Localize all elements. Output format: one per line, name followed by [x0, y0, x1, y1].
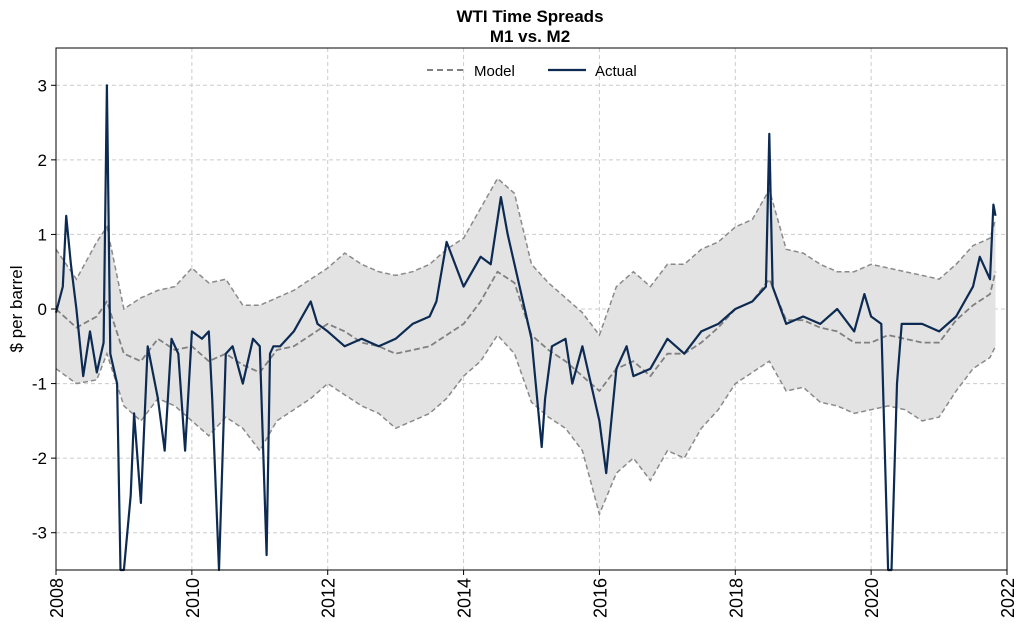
- x-tick-label: 2020: [862, 578, 882, 618]
- y-tick-label: 3: [38, 76, 47, 95]
- tick-layer: 2008 2010 2012 2014 2016 2018 2020 2022 -3 -2 -1 0 1…: [32, 76, 1018, 618]
- x-tick-label: 2012: [319, 578, 339, 618]
- series-layer: [54, 84, 997, 572]
- chart-subtitle: M1 vs. M2: [490, 27, 570, 46]
- y-tick-label: 1: [38, 225, 47, 244]
- x-tick-label: 2010: [183, 578, 203, 618]
- legend-label-actual: Actual: [595, 63, 637, 80]
- y-tick-label: 0: [38, 300, 47, 319]
- chart-title: WTI Time Spreads: [456, 7, 603, 26]
- x-tick-label: 2014: [455, 578, 475, 618]
- model-band-upper-line: [55, 177, 997, 337]
- legend: Model Actual: [427, 63, 637, 80]
- model-band-fill: [56, 178, 996, 515]
- x-tick-label: 2016: [590, 578, 610, 618]
- y-tick-label: -3: [32, 524, 47, 543]
- legend-label-model: Model: [474, 63, 515, 80]
- y-axis-label: $ per barrel: [7, 266, 26, 353]
- y-tick-label: 2: [38, 151, 47, 170]
- x-tick-label: 2022: [998, 578, 1018, 618]
- x-tick-label: 2018: [726, 578, 746, 618]
- series-line-actual: [54, 84, 997, 572]
- y-tick-label: -1: [32, 375, 47, 394]
- model-band-layer: [55, 177, 997, 517]
- x-tick-label: 2008: [47, 578, 67, 618]
- y-tick-label: -2: [32, 449, 47, 468]
